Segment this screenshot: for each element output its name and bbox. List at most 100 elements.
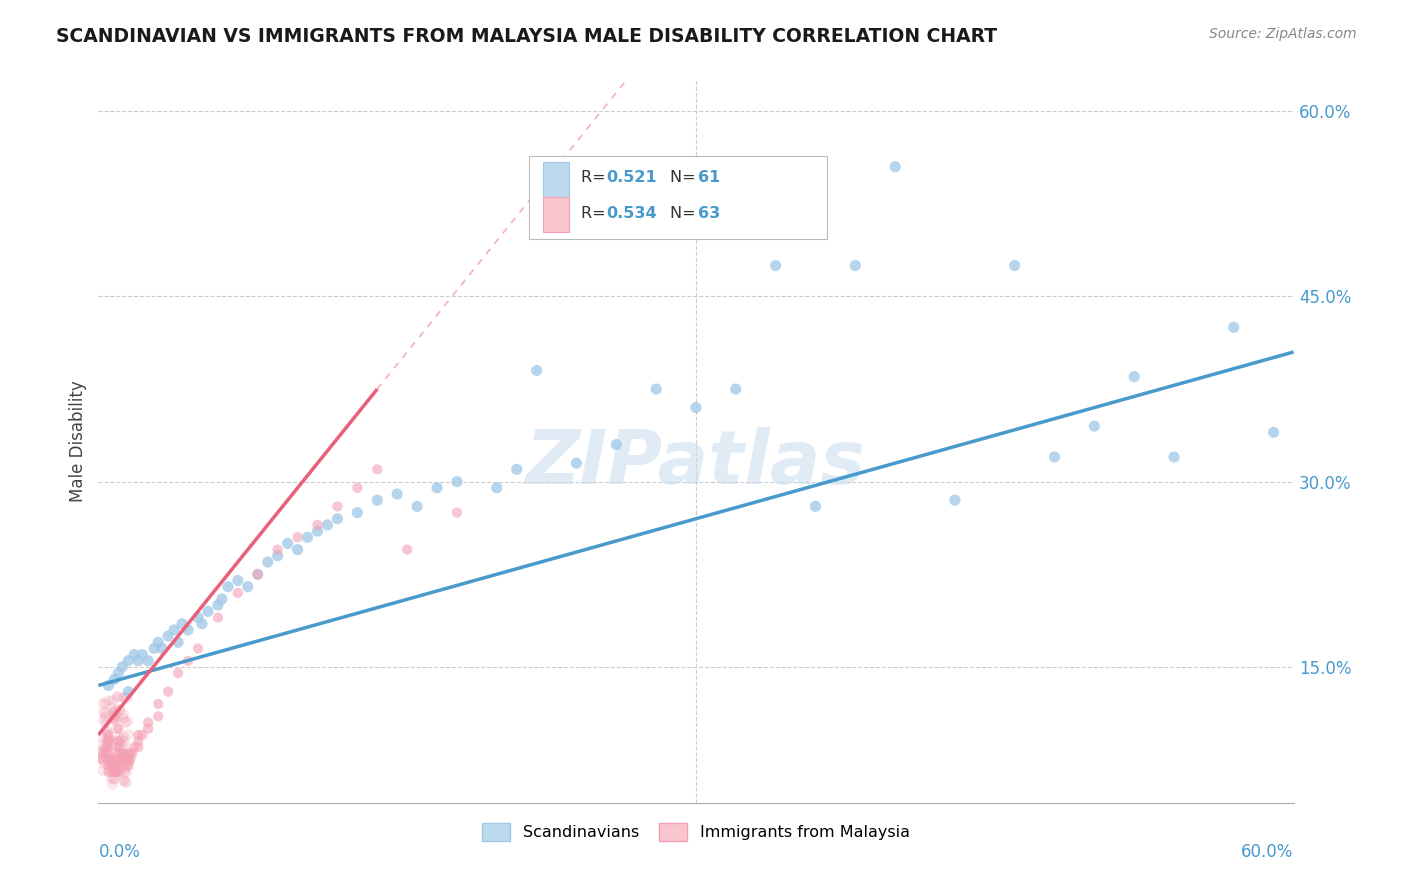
Point	[124, 740, 146, 755]
Point	[287, 542, 309, 557]
Point	[97, 734, 120, 748]
Text: 61: 61	[699, 170, 721, 186]
Point	[117, 752, 139, 766]
Point	[211, 592, 233, 607]
Text: 63: 63	[699, 206, 721, 220]
FancyBboxPatch shape	[529, 156, 827, 239]
Point	[90, 729, 112, 743]
Point	[114, 759, 136, 773]
Point	[366, 462, 388, 476]
Point	[148, 635, 170, 649]
Point	[97, 758, 120, 772]
Point	[112, 747, 135, 761]
Point	[105, 690, 128, 705]
Point	[101, 738, 124, 752]
Point	[316, 517, 339, 532]
Point	[1004, 259, 1026, 273]
Point	[100, 771, 122, 785]
Point	[157, 629, 180, 643]
Point	[645, 382, 668, 396]
Point	[112, 765, 135, 780]
Point	[94, 705, 117, 719]
Point	[112, 774, 135, 789]
Point	[115, 775, 138, 789]
Point	[121, 747, 143, 761]
Point	[267, 549, 290, 563]
Point	[98, 753, 122, 767]
Point	[91, 764, 114, 778]
Point	[107, 758, 129, 772]
Point	[111, 748, 134, 763]
Point	[148, 697, 170, 711]
Point	[191, 616, 214, 631]
Point	[112, 738, 135, 752]
Point	[1043, 450, 1066, 464]
Point	[207, 610, 229, 624]
Point	[111, 747, 134, 761]
Point	[217, 580, 239, 594]
Text: R=: R=	[581, 206, 612, 220]
Point	[172, 616, 194, 631]
Point	[112, 733, 135, 747]
Point	[426, 481, 449, 495]
Point	[96, 735, 118, 749]
Point	[105, 710, 128, 724]
Point	[101, 758, 124, 772]
Point	[124, 648, 146, 662]
Point	[91, 705, 114, 719]
Point	[93, 747, 115, 761]
Point	[103, 753, 125, 767]
Point	[226, 574, 249, 588]
Point	[93, 747, 115, 761]
Text: N=: N=	[669, 206, 700, 220]
Point	[844, 259, 866, 273]
Point	[97, 753, 120, 767]
Point	[103, 711, 125, 725]
Point	[91, 753, 114, 767]
Point	[97, 693, 120, 707]
Point	[1083, 419, 1105, 434]
Point	[103, 764, 125, 779]
Text: 0.534: 0.534	[606, 206, 657, 220]
Point	[326, 512, 349, 526]
Point	[884, 160, 907, 174]
Point	[605, 437, 627, 451]
Point	[107, 666, 129, 681]
Y-axis label: Male Disability: Male Disability	[69, 381, 87, 502]
Point	[103, 772, 125, 786]
Point	[104, 703, 127, 717]
Point	[107, 747, 129, 761]
Point	[111, 729, 134, 743]
Point	[91, 744, 114, 758]
Point	[131, 648, 153, 662]
Point	[804, 500, 827, 514]
Point	[1163, 450, 1185, 464]
Point	[103, 705, 125, 719]
Point	[107, 753, 129, 767]
Point	[115, 714, 138, 728]
Point	[112, 762, 135, 776]
Point	[108, 703, 131, 717]
Point	[101, 753, 124, 767]
Point	[111, 660, 134, 674]
Point	[127, 728, 149, 742]
Point	[326, 500, 349, 514]
Point	[107, 743, 129, 757]
Point	[111, 753, 134, 767]
Point	[187, 610, 209, 624]
Point	[101, 711, 124, 725]
Point	[101, 693, 124, 707]
Point	[120, 747, 142, 761]
Point	[157, 684, 180, 698]
Point	[101, 764, 124, 779]
Point	[117, 654, 139, 668]
Point	[104, 707, 127, 722]
Point	[90, 748, 112, 763]
Point	[101, 706, 124, 720]
Point	[187, 641, 209, 656]
Point	[98, 758, 122, 772]
Point	[107, 722, 129, 736]
Point	[96, 740, 118, 755]
Point	[97, 740, 120, 755]
Point	[110, 732, 132, 747]
